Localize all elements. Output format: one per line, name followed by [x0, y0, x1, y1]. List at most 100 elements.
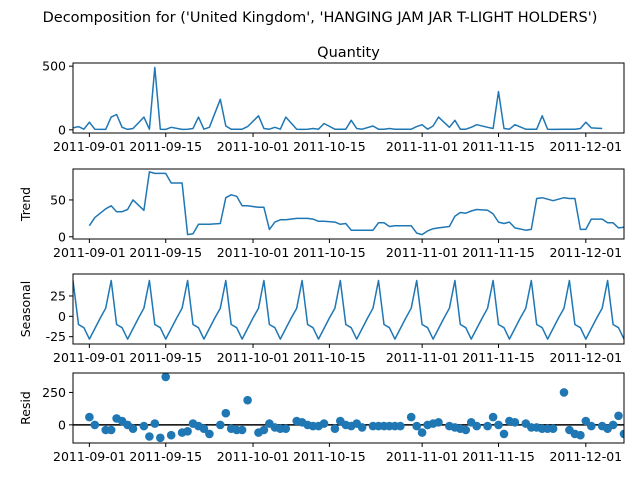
resid-point: [216, 420, 225, 430]
x-tick-label: 2011-10-15: [293, 245, 366, 260]
resid-point: [412, 421, 422, 431]
resid-point: [205, 429, 214, 439]
resid-point: [237, 425, 247, 435]
x-tick-label: 2011-12-01: [549, 139, 622, 154]
panel-marks: [73, 66, 603, 131]
x-tick-label: 2011-10-01: [217, 139, 290, 154]
x-tick-label: 2011-12-01: [549, 245, 622, 260]
resid-point: [243, 395, 252, 405]
resid-point: [488, 412, 498, 422]
resid-point: [139, 421, 149, 431]
x-tick-label: 2011-11-01: [386, 139, 459, 154]
resid-point: [576, 430, 585, 440]
resid-point: [396, 421, 405, 431]
resid-point: [150, 419, 160, 428]
x-tick-label: 2011-10-15: [293, 449, 366, 464]
x-tick-label: 2011-11-01: [386, 449, 459, 464]
resid-point: [106, 425, 116, 435]
trend-series-line: [88, 171, 624, 236]
panel-trend: 0 50 2011-09-01 2011-09-15 2011-10-01 2011-10…: [18, 168, 625, 260]
resid-point: [85, 412, 94, 422]
resid-point: [608, 420, 618, 430]
resid-point: [548, 424, 558, 434]
resid-point: [183, 427, 192, 436]
resid-point: [156, 433, 165, 443]
resid-point: [319, 419, 329, 428]
panel-frame: [72, 273, 625, 345]
y-tick-label: 50: [50, 192, 66, 207]
panel-frame: [72, 372, 625, 444]
y-tick-label: -25: [46, 329, 66, 344]
y-tick-label: 0: [58, 122, 66, 137]
resid-point: [145, 432, 154, 441]
resid-point: [581, 416, 591, 426]
resid-point: [510, 418, 520, 427]
resid-point: [166, 430, 176, 440]
x-tick-label: 2011-11-15: [462, 245, 535, 260]
resid-point: [499, 429, 509, 439]
resid-point: [434, 418, 443, 427]
resid-point: [472, 421, 482, 431]
panel-frame: [72, 168, 625, 240]
resid-point: [494, 420, 503, 430]
resid-point: [417, 428, 427, 437]
y-axis-label: Trend: [18, 187, 33, 222]
y-tick-label: 250: [42, 385, 66, 400]
x-tick-label: 2011-09-01: [53, 449, 126, 464]
panel-marks: [88, 171, 624, 236]
y-tick-label: 0: [58, 229, 66, 244]
x-tick-label: 2011-10-01: [217, 449, 290, 464]
y-tick-label: 25: [50, 288, 66, 303]
resid-point: [461, 425, 471, 435]
x-tick-label: 2011-12-01: [549, 449, 622, 464]
x-tick-label: 2011-11-15: [462, 139, 535, 154]
resid-point: [614, 411, 623, 421]
resid-point: [281, 424, 291, 434]
resid-point: [357, 423, 367, 432]
seasonal-series-line: [73, 279, 624, 340]
resid-point: [330, 424, 340, 434]
panel-marks: [73, 279, 624, 340]
x-tick-label: 2011-10-15: [293, 350, 366, 365]
x-tick-label: 2011-09-01: [53, 139, 126, 154]
resid-point: [161, 373, 170, 382]
x-tick-label: 2011-11-01: [386, 245, 459, 260]
panel-frame: [72, 62, 625, 134]
y-axis-label: Resid: [18, 391, 33, 425]
panel-marks: [73, 373, 624, 443]
resid-point: [199, 424, 209, 434]
observed-series-line: [73, 66, 603, 131]
y-axis-label: Seasonal: [18, 281, 33, 338]
resid-point: [128, 424, 138, 434]
y-tick-label: 0: [58, 309, 66, 324]
x-tick-label: 2011-09-01: [53, 245, 126, 260]
x-tick-label: 2011-12-01: [549, 350, 622, 365]
figure-suptitle: Decomposition for ('United Kingdom', 'HA…: [43, 10, 598, 26]
x-tick-label: 2011-09-15: [129, 139, 202, 154]
x-tick-label: 2011-10-15: [293, 139, 366, 154]
resid-point: [406, 412, 416, 422]
x-tick-label: 2011-09-01: [53, 350, 126, 365]
y-tick-label: 0: [58, 417, 66, 432]
x-tick-label: 2011-09-15: [129, 245, 202, 260]
resid-point: [221, 408, 231, 418]
resid-point: [587, 421, 596, 431]
resid-point: [619, 429, 624, 439]
x-tick-label: 2011-10-01: [217, 245, 290, 260]
y-tick-label: 500: [42, 59, 66, 74]
panel-title: Quantity: [317, 45, 380, 61]
x-tick-label: 2011-09-15: [129, 350, 202, 365]
resid-point: [259, 425, 269, 435]
resid-point: [559, 388, 569, 397]
x-tick-label: 2011-09-15: [129, 449, 202, 464]
x-tick-label: 2011-10-01: [217, 350, 290, 365]
resid-point: [483, 421, 492, 431]
x-tick-label: 2011-11-15: [462, 350, 535, 365]
resid-point: [90, 420, 100, 430]
x-tick-label: 2011-11-15: [462, 449, 535, 464]
